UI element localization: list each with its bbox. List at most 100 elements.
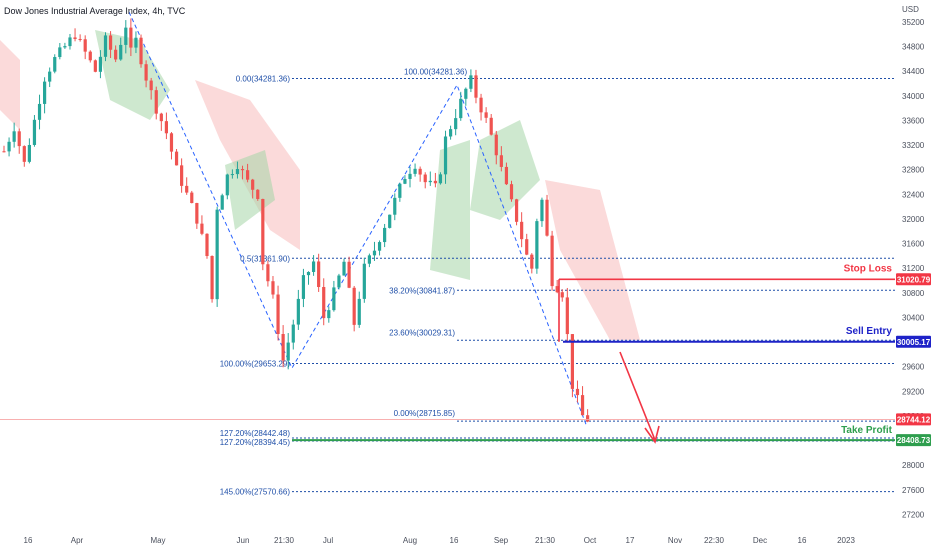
candle-body [68,37,72,47]
candle-body [403,178,407,184]
time-tick-label: Sep [494,536,509,545]
price-tick-label: 29600 [902,363,925,372]
candle-body [195,203,199,224]
stop-loss-label: Stop Loss [844,263,893,274]
ichimoku-cloud [0,30,640,340]
candle-body [251,179,255,190]
candle-body [423,174,427,183]
candle-body [266,264,270,282]
chart-title: Dow Jones Industrial Average Index, 4h, … [4,6,186,16]
zigzag-lines [128,11,588,428]
candle-body [459,98,463,119]
candle-body [27,144,31,162]
time-tick-label: 22:30 [704,536,725,545]
candle-body [58,47,62,58]
candle-body [514,199,519,222]
candle-body [129,27,133,48]
candle-body [124,27,128,45]
candle-body [398,183,402,198]
fib-label: 0.00%(28715.85) [394,409,456,418]
candlestick-series [2,18,590,423]
candle-body [88,51,92,61]
fib-label: 23.60%(30029.31) [389,328,455,337]
candle-body [479,97,483,113]
price-tick-label: 34800 [902,43,925,52]
candle-body [190,192,194,204]
candle-body [352,287,356,325]
candle-body [550,235,554,287]
candle-body [570,334,574,389]
time-tick-label: 21:30 [535,536,556,545]
candle-body [12,131,16,142]
candle-body [367,255,371,264]
candle-body [174,151,179,166]
candle-body [586,415,590,422]
price-tick-label: 33200 [902,141,925,150]
candle-body [530,254,534,269]
arrow-shaft [619,351,656,441]
candle-body [383,227,387,243]
zigzag-line [128,11,588,428]
candle-body [37,103,42,120]
price-tick-label: 35200 [902,18,925,27]
candle-body [499,155,503,167]
price-axis[interactable]: USD 35200 34800 34400 34000 33600 33200 32800 32… [895,0,932,550]
candle-body [560,292,564,298]
candle-body [509,184,514,200]
candle-body [83,39,87,52]
candle-body [580,395,585,416]
candle-body [286,342,290,361]
candle-body [525,239,529,255]
candle-body [185,185,189,193]
time-tick-label: Nov [668,536,682,545]
price-tick-label: 30400 [902,313,925,322]
candle-body [301,275,306,299]
cloud-red [545,180,640,340]
price-tick-label: 31600 [902,240,925,249]
candle-body [464,88,468,99]
candle-body [200,223,204,234]
candle-body [43,81,47,104]
price-tick-label: 30800 [902,289,925,298]
candle-body [114,49,118,60]
candle-body [469,75,473,89]
price-tick-label: 27600 [902,486,925,495]
candle-body [484,112,488,118]
candle-body [119,44,123,60]
candle-body [159,113,163,122]
candle-body [144,64,148,81]
candle-body [337,275,341,288]
candle-body [296,298,300,325]
time-tick-label: Dec [753,536,767,545]
candle-body [474,75,478,98]
fib-label: 0.5(31361.90) [240,254,290,263]
candle-body [494,134,498,156]
stop-loss-price-tag-bg [896,273,931,286]
candle-body [149,80,153,91]
candle-body [93,60,97,72]
candle-body [489,117,493,135]
candle-body [215,209,219,300]
candle-body [565,297,569,335]
time-tick-label: 2023 [837,536,855,545]
stop-loss-price-tag: 31020.79 [897,275,931,284]
time-tick-label: 21:30 [274,536,295,545]
candle-body [535,221,539,269]
candle-body [388,214,392,228]
time-tick-label: Aug [403,536,417,545]
candle-body [332,287,336,311]
candle-body [205,233,209,256]
price-tick-label: 32400 [902,190,925,199]
candle-body [225,174,229,196]
candle-body [180,165,184,186]
time-axis[interactable]: 16 Apr May Jun 21:30 Jul Aug 16 Sep 21:30 Oct 17 Nov… [24,536,856,545]
price-tick-label: 32800 [902,166,925,175]
candle-body [393,197,397,215]
currency-label: USD [902,5,919,14]
candle-body [347,261,351,288]
candle-body [428,180,432,183]
candle-body [240,169,245,171]
candle-body [48,71,52,82]
price-tick-label: 29200 [902,387,925,396]
